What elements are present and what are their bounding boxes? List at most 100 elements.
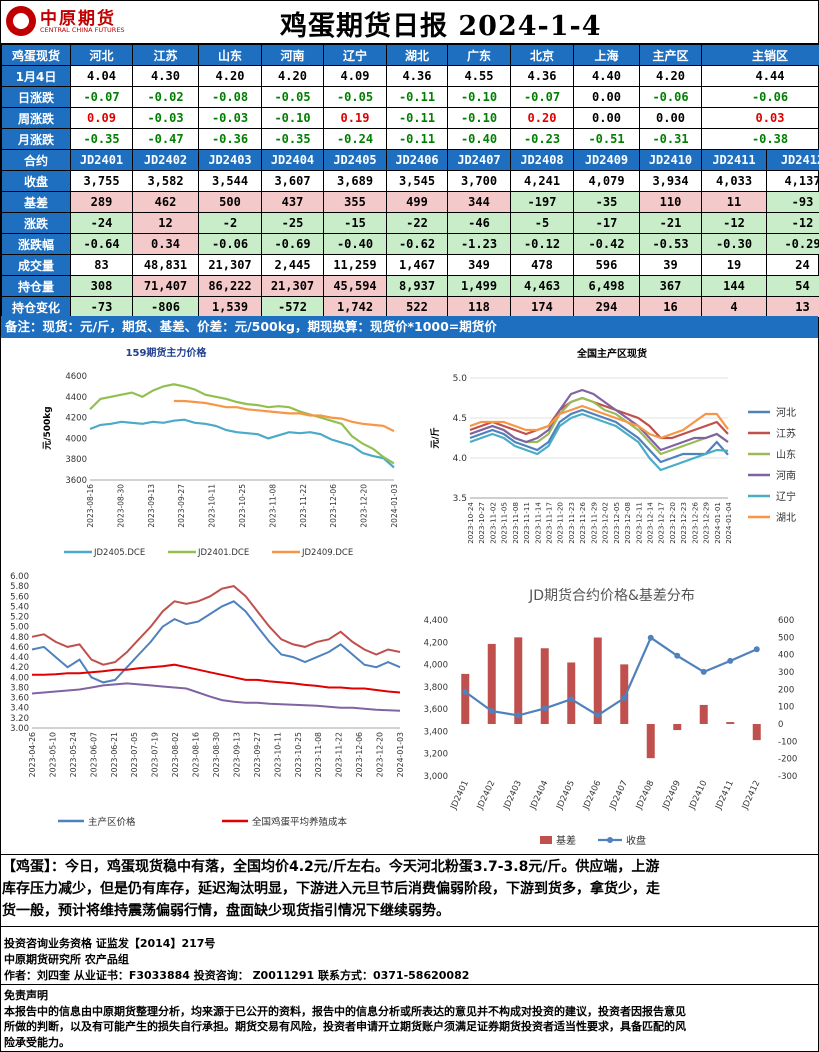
spot-cell: -0.24	[323, 128, 387, 150]
basis-bar	[673, 724, 682, 731]
futures-cell: -0.69	[261, 233, 324, 255]
series-line	[469, 396, 729, 440]
spot-row: 周涨跌 0.09 -0.03 -0.03 -0.10 0.19 -0.11 -0.10 0.20…	[1, 107, 819, 129]
spot-cell: -0.03	[132, 107, 199, 129]
y-tick-label: 4200	[65, 414, 87, 424]
futures-cell: 1,539	[198, 296, 262, 318]
y-tick-label: 400	[778, 651, 794, 661]
legend-label: 河北	[776, 407, 796, 419]
y-tick-label: 3,200	[424, 750, 448, 760]
futures-cell: 4,463	[510, 275, 574, 297]
row-label: 涨跌幅	[1, 233, 71, 255]
close-price-point	[647, 634, 654, 641]
region-header: 辽宁	[323, 44, 387, 66]
y-tick-label: 4,400	[424, 616, 448, 626]
row-label: 基差	[1, 191, 71, 213]
y-tick-label: 4,000	[424, 661, 448, 671]
contract-header: JD2410	[639, 149, 702, 171]
futures-cell: -21	[639, 212, 702, 234]
futures-cell: 355	[323, 191, 387, 213]
contract-header: JD2407	[447, 149, 511, 171]
futures-cell: 45,594	[323, 275, 387, 297]
futures-cell: 4,241	[510, 170, 574, 192]
x-tick-label: 2023-06-21	[110, 732, 119, 777]
x-tick-label: 2023-10-24	[466, 502, 475, 544]
y-tick-label: 3,800	[424, 683, 448, 693]
spot-cell: -0.07	[70, 86, 133, 108]
region-header: 山东	[198, 44, 262, 66]
futures-cell: 174	[510, 296, 574, 318]
chart-title: JD期货合约价格&基差分布	[528, 587, 695, 604]
futures-cell: -12	[765, 212, 819, 234]
futures-cell: 16	[639, 296, 702, 318]
futures-cell: -15	[323, 212, 387, 234]
series-line	[89, 383, 395, 465]
spot-cell: -0.05	[261, 86, 324, 108]
futures-cell: 144	[701, 275, 767, 297]
futures-cell: -1.23	[447, 233, 511, 255]
contract-header: JD2412	[765, 149, 819, 171]
close-price-point	[462, 688, 469, 695]
basis-bar	[752, 724, 761, 741]
series-line	[31, 682, 401, 712]
disclaimer-block: 免责声明 本报告中的信息由中原期货整理分析，均来源于已公开的资料，报告中的信息分…	[4, 988, 816, 1050]
legend-swatch	[540, 836, 552, 844]
spot-cell: -0.07	[510, 86, 574, 108]
basis-bar	[699, 704, 708, 724]
spot-header-row: 鸡蛋现货 河北 江苏 山东 河南 辽宁 湖北 广东 北京 上海 主产区 主销区	[1, 44, 819, 66]
spot-cell: -0.06	[700, 86, 819, 108]
spot-cell: -0.35	[261, 128, 324, 150]
region-header: 河南	[261, 44, 324, 66]
spot-cell: 0.09	[70, 107, 133, 129]
futures-cell: -0.62	[386, 233, 448, 255]
spot-cell: -0.11	[386, 86, 448, 108]
futures-cell: 11	[701, 191, 767, 213]
spot-cell: -0.10	[447, 107, 511, 129]
row-label: 成交量	[1, 254, 71, 276]
spot-cell: -0.38	[700, 128, 819, 150]
disclaimer-title: 免责声明	[4, 989, 48, 1002]
qualification-department: 中原期货研究所 农产品组	[4, 953, 129, 966]
x-tick-label: 2023-07-19	[151, 732, 160, 777]
x-tick-label: 2024-01-03	[390, 484, 399, 528]
futures-cell: 39	[639, 254, 702, 276]
futures-cell: -24	[70, 212, 133, 234]
x-tick-label: 2023-08-16	[86, 484, 95, 528]
x-tick-label: 2023-12-06	[329, 484, 338, 528]
futures-cell: 367	[639, 275, 702, 297]
x-tick-label: JD2402	[475, 779, 497, 812]
series-line	[469, 388, 729, 452]
row-label: 持仓变化	[1, 296, 71, 318]
futures-cell: -0.42	[573, 233, 640, 255]
y-tick-label: 500	[778, 633, 794, 643]
qualification-block: 投资咨询业务资格 证监发【2014】217号 中原期货研究所 农产品组 作者：刘…	[4, 936, 469, 984]
spot-cell: -0.36	[198, 128, 262, 150]
futures-cell: 1,499	[447, 275, 511, 297]
y-tick-label: 3,400	[424, 727, 448, 737]
futures-cell: 21,307	[198, 254, 262, 276]
x-tick-label: JD2401	[449, 779, 471, 812]
spot-cell: 0.19	[323, 107, 387, 129]
legend-label: 收盘	[626, 834, 646, 847]
region-header: 江苏	[132, 44, 199, 66]
x-tick-label: 2023-11-22	[335, 732, 344, 777]
futures-cell: 3,582	[132, 170, 199, 192]
futures-cell: 344	[447, 191, 511, 213]
futures-cell: -17	[573, 212, 640, 234]
x-tick-label: 2024-01-01	[713, 502, 722, 544]
legend-marker	[607, 837, 613, 843]
series-line	[31, 585, 401, 666]
spot-cell: -0.08	[198, 86, 262, 108]
x-tick-label: JD2403	[502, 779, 524, 812]
x-tick-label: JD2407	[608, 779, 630, 812]
x-tick-label: 2023-10-11	[273, 732, 282, 777]
close-price-point	[594, 712, 601, 719]
x-tick-label: 2023-11-29	[589, 502, 598, 544]
basis-bar	[593, 637, 602, 724]
series-line	[31, 600, 401, 684]
x-tick-label: 2023-11-22	[299, 484, 308, 528]
spot-cell: -0.02	[132, 86, 199, 108]
price-cost-chart: 3.003.203.403.603.804.004.204.404.604.80…	[10, 572, 405, 828]
basis-bar	[540, 648, 549, 724]
region-header: 广东	[447, 44, 511, 66]
